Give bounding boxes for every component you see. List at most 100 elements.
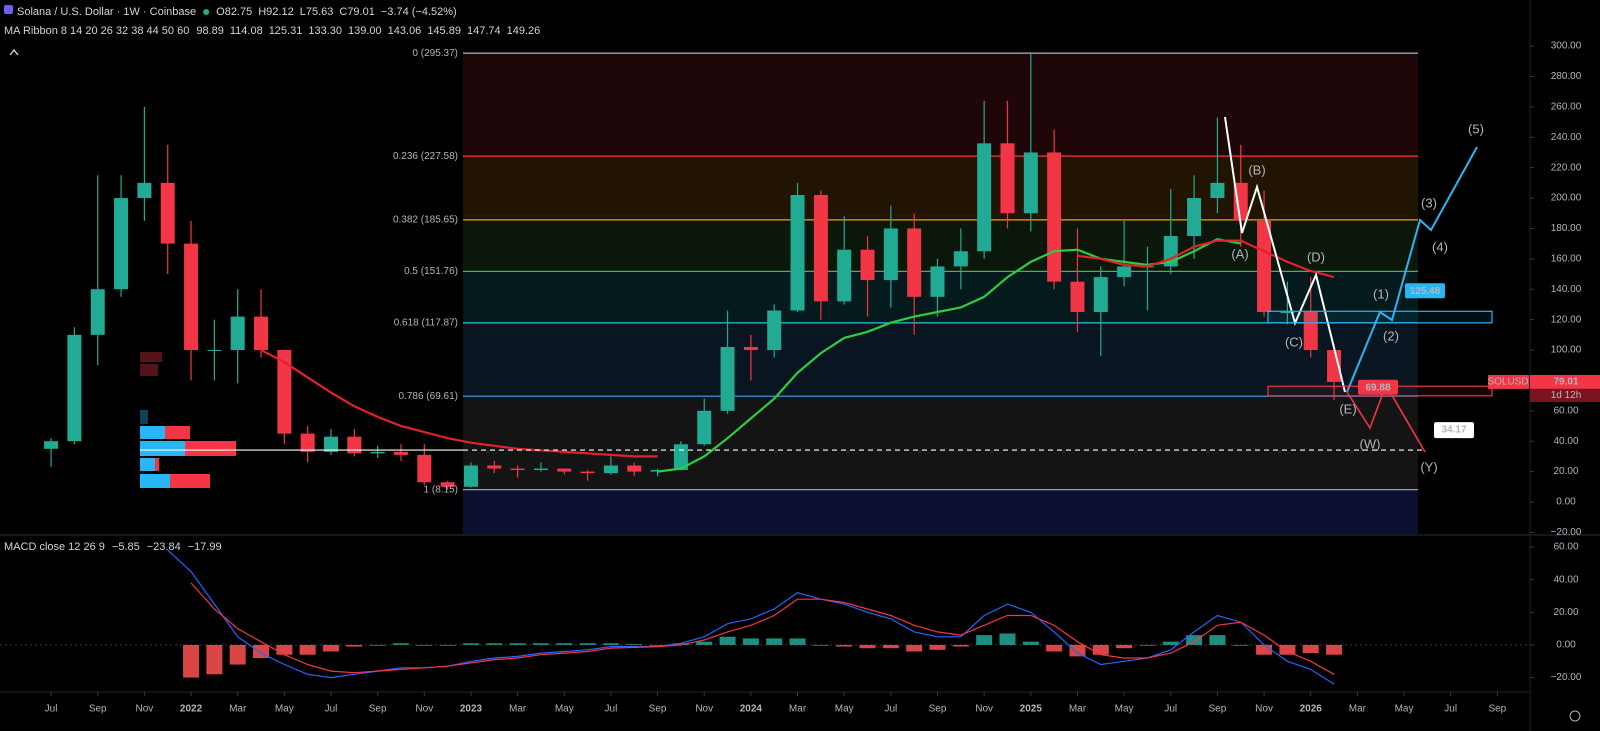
histogram-bar — [602, 643, 619, 645]
y-tick-label: 40.00 — [1553, 436, 1578, 447]
wave-label: (3) — [1421, 195, 1437, 210]
candle-body — [230, 316, 245, 351]
candle-body — [1187, 198, 1202, 237]
histogram-bar — [579, 643, 596, 645]
y-tick-label: 280.00 — [1551, 71, 1582, 82]
x-tick-label: 2026 — [1300, 704, 1323, 715]
wave-label: (W) — [1360, 436, 1381, 451]
candle-body — [1303, 312, 1318, 351]
histogram-bar — [1256, 644, 1273, 655]
header-text: −23.84 — [147, 541, 181, 553]
histogram-bar — [906, 644, 923, 652]
wave-path — [1346, 146, 1478, 393]
x-tick-label: Sep — [89, 704, 107, 715]
fib-label: 0 (295.37) — [412, 48, 458, 59]
histogram-bar — [509, 643, 526, 645]
candle-body — [697, 410, 712, 445]
histogram-bar — [672, 643, 689, 645]
histogram-bar — [299, 644, 316, 655]
candle-body — [347, 436, 362, 454]
x-tick-label: Jul — [1164, 704, 1177, 715]
macd-line — [167, 549, 1335, 685]
fib-band — [463, 322, 1418, 397]
y-tick-label: 60.00 — [1553, 405, 1578, 416]
moving-average — [657, 237, 1241, 473]
header-text: 147.74 — [467, 25, 501, 37]
wave-label: (4) — [1432, 239, 1448, 254]
y-tick-label: −20.00 — [1551, 527, 1582, 538]
histogram-bar — [626, 644, 643, 645]
x-tick-label: Mar — [1069, 704, 1087, 715]
wave-label: (A) — [1231, 246, 1248, 261]
symbol-label-bg — [1488, 374, 1529, 389]
volume-profile-bar — [140, 364, 158, 376]
header-text: Solana / U.S. Dollar · 1W · Coinbase — [17, 6, 196, 18]
candle-body — [1257, 220, 1272, 313]
histogram-bar — [346, 644, 363, 647]
header-text: −17.99 — [188, 541, 222, 553]
y-tick-label: 200.00 — [1551, 193, 1582, 204]
candle-body — [277, 350, 292, 434]
histogram-bar — [929, 644, 946, 650]
candle-body — [977, 143, 992, 252]
x-tick-label: May — [555, 704, 574, 715]
histogram-bar — [649, 644, 666, 646]
histogram-bar — [229, 644, 246, 665]
candle-body — [790, 195, 805, 311]
plot-area — [44, 53, 1343, 685]
x-tick-label: Mar — [509, 704, 527, 715]
target-label: 34.17 — [1441, 425, 1466, 436]
y-tick-label: 0.00 — [1556, 497, 1576, 508]
candle-body — [743, 346, 758, 351]
x-tick-label: Mar — [1349, 704, 1367, 715]
histogram-bar — [556, 643, 573, 645]
y-tick-label: 260.00 — [1551, 102, 1582, 113]
candle-body — [44, 441, 59, 449]
x-tick-label: Jul — [605, 704, 618, 715]
candle-body — [207, 350, 222, 352]
candle-body — [137, 182, 152, 199]
x-tick-label: 2023 — [460, 704, 483, 715]
fib-label: 0.786 (69.61) — [399, 391, 459, 402]
price-marker — [1530, 374, 1600, 389]
collapse-button[interactable] — [9, 48, 19, 56]
signal-line — [190, 582, 1335, 675]
histogram-bar — [1139, 644, 1156, 646]
fib-label: 0.382 (185.65) — [393, 215, 458, 226]
x-tick-label: Jul — [884, 704, 897, 715]
candle-body — [1000, 143, 1015, 214]
y-tick-label: 220.00 — [1551, 162, 1582, 173]
candle-body — [1210, 182, 1225, 199]
fib-extension-band — [463, 490, 1418, 534]
y-tick-label: 120.00 — [1551, 314, 1582, 325]
histogram-bar — [1186, 635, 1203, 645]
volume-profile-bar — [140, 426, 165, 439]
histogram-bar — [323, 644, 340, 652]
candle-body — [580, 471, 595, 474]
x-tick-label: Nov — [135, 704, 153, 715]
x-tick-label: May — [1115, 704, 1134, 715]
candle-body — [930, 266, 945, 297]
candle-body — [324, 436, 339, 452]
candle-body — [1093, 277, 1108, 313]
settings-button[interactable] — [1569, 710, 1581, 722]
candle-body — [1023, 152, 1038, 214]
countdown-label: 1d 12h — [1551, 390, 1582, 401]
histogram-bar — [766, 638, 783, 645]
x-tick-label: Sep — [1209, 704, 1227, 715]
header-text: 125.31 — [269, 25, 303, 37]
x-tick-label: May — [1395, 704, 1414, 715]
x-tick-label: Jul — [325, 704, 338, 715]
wave-drawings — [1224, 116, 1478, 453]
zone-label: 125.48 — [1410, 286, 1441, 297]
histogram-bar — [719, 636, 736, 645]
candle-body — [557, 468, 572, 472]
volume-profile-bar — [140, 441, 185, 456]
header-text: MACD close 12 26 9 — [4, 541, 105, 553]
candle-body — [1047, 152, 1062, 282]
fib-label: 0.236 (227.58) — [393, 151, 458, 162]
x-tick-label: Sep — [369, 704, 387, 715]
candle-body — [1117, 266, 1132, 278]
candle-body — [114, 198, 129, 290]
